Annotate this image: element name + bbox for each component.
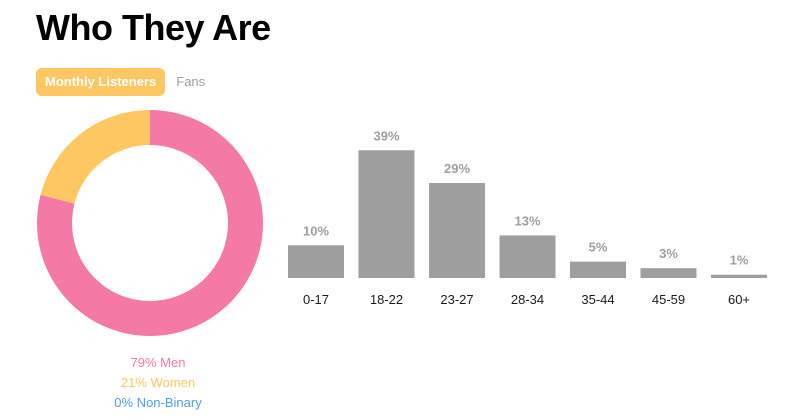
- x-tick-label: 0-17: [303, 292, 329, 307]
- audience-tabs: Monthly Listeners Fans: [36, 68, 214, 96]
- page-title: Who They Are: [36, 7, 271, 48]
- x-tick-label: 18-22: [370, 292, 403, 307]
- bar-value-label: 13%: [514, 213, 540, 228]
- bar-value-label: 3%: [659, 246, 678, 261]
- bar-18-22: [358, 150, 415, 278]
- donut-slice-men: [36, 110, 264, 336]
- x-tick-label: 28-34: [511, 292, 544, 307]
- legend-non-binary: 0% Non-Binary: [114, 395, 202, 410]
- tab-monthly-listeners[interactable]: Monthly Listeners: [36, 68, 166, 96]
- bar-23-27: [429, 183, 485, 278]
- tab-fans[interactable]: Fans: [176, 74, 206, 89]
- x-tick-label: 45-59: [652, 292, 685, 307]
- x-tick-label: 35-44: [581, 292, 614, 307]
- x-tick-label: 23-27: [440, 292, 473, 307]
- gender-legend: 79% Men 21% Women 0% Non-Binary: [78, 353, 238, 413]
- bar-0-17: [288, 245, 344, 278]
- donut-slice-women: [40, 110, 150, 204]
- bar-28-34: [499, 235, 556, 278]
- bar-value-label: 29%: [444, 161, 470, 176]
- legend-men: 79% Men: [130, 355, 186, 370]
- bar-45-59: [640, 268, 697, 278]
- bar-value-label: 1%: [730, 253, 749, 268]
- x-tick-label: 60+: [728, 292, 750, 307]
- bar-60+: [711, 274, 767, 278]
- bar-value-label: 5%: [589, 240, 608, 255]
- bar-35-44: [570, 261, 626, 278]
- bar-value-label: 10%: [303, 223, 329, 238]
- bar-value-label: 39%: [373, 128, 399, 143]
- legend-women: 21% Women: [120, 375, 196, 390]
